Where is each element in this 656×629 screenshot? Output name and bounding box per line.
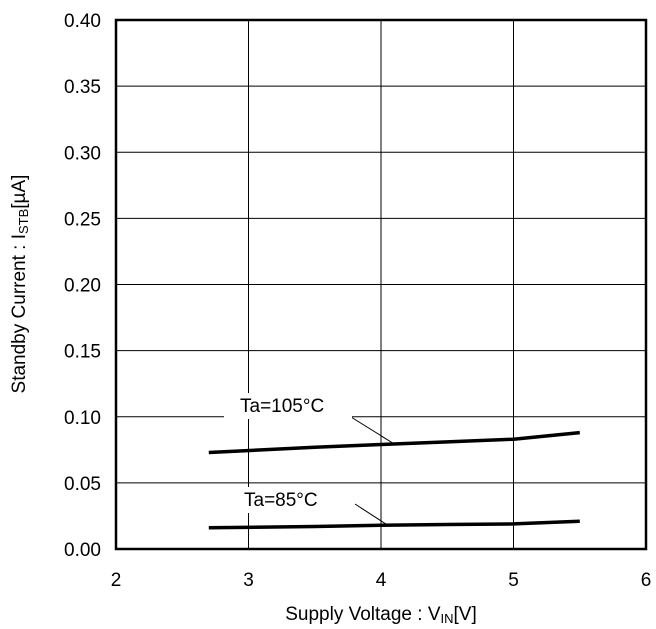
x-tick-labels: 2 3 4 5 6 — [111, 570, 652, 591]
annotation-background — [228, 487, 348, 513]
annotation-leader — [354, 503, 388, 526]
series-line-1 — [208, 519, 580, 530]
y-tick-label: 0.40 — [64, 11, 101, 32]
x-tick-label: 2 — [111, 570, 122, 591]
x-tick-label: 3 — [243, 570, 254, 591]
y-tick-label: 0.00 — [64, 540, 101, 561]
grid-lines — [116, 20, 646, 549]
x-tick-label: 5 — [508, 570, 519, 591]
annotation-labels: Ta=105°C Ta=85°C — [224, 393, 352, 513]
y-tick-label: 0.35 — [64, 77, 101, 98]
y-tick-labels: 0.00 0.05 0.10 0.15 0.20 0.25 0.30 0.35 0.40 — [64, 11, 101, 561]
y-tick-label: 0.05 — [64, 474, 101, 495]
y-tick-label: 0.25 — [64, 209, 101, 230]
y-tick-label: 0.10 — [64, 408, 101, 429]
annotation-background — [224, 393, 352, 419]
x-tick-label: 4 — [376, 570, 387, 591]
annotation-leaders — [350, 416, 395, 526]
y-tick-label: 0.20 — [64, 276, 101, 297]
annotation-leader — [350, 416, 395, 445]
plot-frame — [114, 18, 648, 551]
y-tick-label: 0.15 — [64, 342, 101, 363]
series-label-1: Ta=85°C — [244, 490, 318, 511]
series-line-0 — [208, 430, 580, 455]
series-label-0: Ta=105°C — [240, 396, 324, 417]
y-tick-label: 0.30 — [64, 143, 101, 164]
y-axis-label: Standby Current : ISTB[µA] — [9, 175, 31, 394]
x-tick-label: 6 — [641, 570, 652, 591]
data-series — [208, 430, 580, 530]
x-axis-label: Supply Voltage : VIN[V] — [285, 604, 477, 626]
